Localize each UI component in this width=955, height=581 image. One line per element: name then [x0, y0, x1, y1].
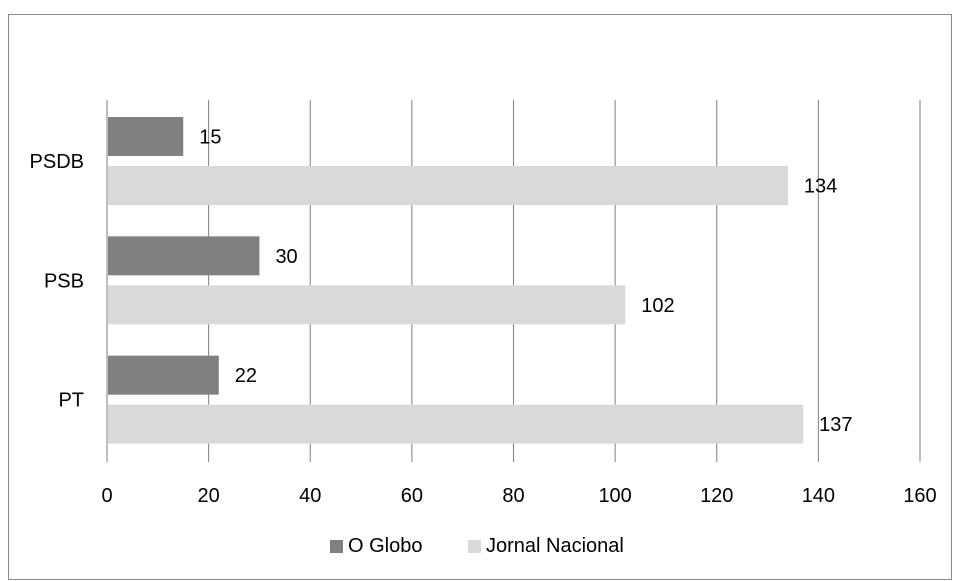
data-label: 22: [235, 365, 257, 387]
x-tick-label: 20: [198, 485, 220, 507]
data-label: 134: [804, 176, 837, 198]
data-label: 30: [275, 246, 297, 268]
category-label: PSB: [44, 270, 84, 292]
x-tick-label: 40: [299, 485, 321, 507]
x-tick-label: 80: [502, 485, 524, 507]
x-tick-label: 100: [598, 485, 631, 507]
x-tick-label: 60: [401, 485, 423, 507]
x-tick-label: 140: [802, 485, 835, 507]
legend-swatch: [330, 540, 343, 553]
bar-jornal-nacional: [108, 285, 626, 325]
bar-o-globo: [108, 117, 184, 156]
legend-swatch: [468, 540, 481, 553]
data-label: 102: [641, 295, 674, 317]
bar-jornal-nacional: [108, 166, 788, 205]
bar-jornal-nacional: [108, 404, 804, 444]
legend-label: Jornal Nacional: [486, 535, 624, 557]
bar-o-globo: [108, 355, 219, 395]
category-label: PSDB: [30, 151, 84, 173]
x-tick-label: 0: [101, 485, 112, 507]
bar-o-globo: [108, 236, 260, 276]
data-label: 15: [199, 127, 221, 149]
x-tick-label: 120: [700, 485, 733, 507]
x-tick-label: 160: [903, 485, 936, 507]
category-label: PT: [58, 390, 84, 412]
data-label: 137: [819, 414, 852, 436]
legend-label: O Globo: [348, 535, 422, 557]
